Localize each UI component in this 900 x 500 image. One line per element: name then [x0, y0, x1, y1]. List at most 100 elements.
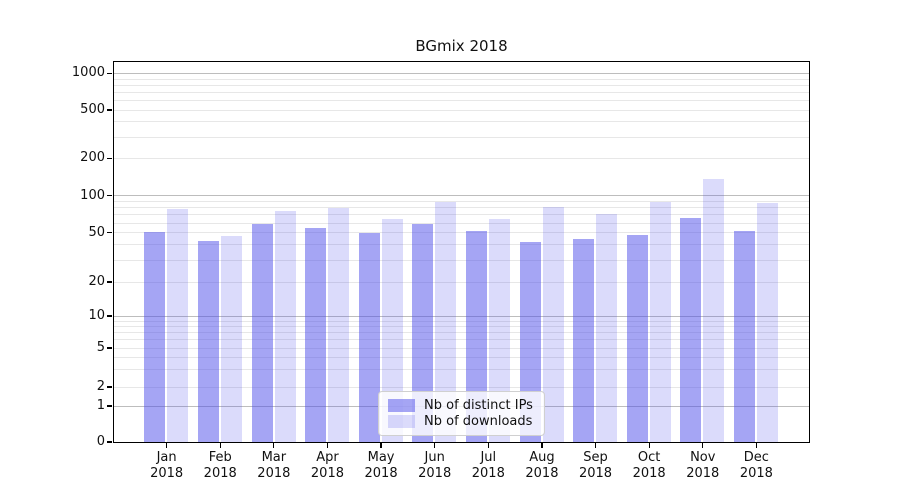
x-tick-month: Dec [743, 450, 769, 465]
bar-downloads-jan [167, 209, 189, 442]
y-tick-mark [107, 281, 112, 283]
gridline-major [114, 195, 809, 197]
legend-row: Nb of downloads [388, 414, 535, 429]
gridline-major [114, 73, 809, 74]
x-tick-year: 2018 [257, 466, 291, 481]
x-tick-year: 2018 [686, 466, 720, 481]
gridline-minor [114, 259, 809, 261]
y-tick-mark [107, 441, 112, 443]
bar-downloads-jun [435, 201, 457, 442]
x-tick-mark [326, 443, 329, 448]
x-tick-label-oct: Oct 2018 [617, 450, 681, 482]
y-tick-mark [107, 405, 112, 407]
x-tick-mark [165, 443, 168, 448]
gridline-minor [114, 158, 809, 159]
y-tick-label: 10 [88, 308, 105, 323]
bar-downloads-dec [757, 202, 779, 442]
x-tick-label-mar: Mar 2018 [242, 450, 306, 482]
gridline-minor [114, 78, 809, 80]
gridline-minor [114, 207, 809, 209]
bar-downloads-jul [489, 219, 510, 442]
bar-downloads-apr [328, 207, 350, 442]
bar-downloads-feb [220, 235, 242, 442]
x-tick-month: Apr [316, 450, 339, 465]
bar-downloads-aug [542, 207, 564, 442]
y-tick-label: 1 [96, 398, 105, 413]
y-tick-label: 20 [88, 274, 105, 289]
x-tick-label-jan: Jan 2018 [135, 450, 199, 482]
legend-label: Nb of distinct IPs [424, 398, 533, 413]
bar-downloads-nov [703, 178, 725, 442]
bar-downloads-mar [274, 210, 296, 442]
x-tick-month: May [367, 450, 395, 465]
gridline-minor [114, 320, 809, 322]
y-tick-label: 100 [80, 187, 105, 203]
x-tick-month: Mar [261, 450, 287, 465]
y-tick-label: 500 [80, 102, 105, 117]
y-tick-label: 2 [96, 379, 105, 394]
x-tick-month: Oct [637, 450, 661, 465]
y-tick-mark [107, 315, 112, 317]
gridline-minor [114, 326, 809, 327]
y-tick-mark [107, 109, 112, 111]
gridline-minor [114, 357, 809, 359]
x-tick-mark [219, 443, 221, 448]
x-tick-mark [594, 443, 597, 448]
x-tick-mark [273, 443, 275, 448]
x-tick-year: 2018 [150, 466, 184, 481]
legend: Nb of distinct IPs Nb of downloads [378, 391, 545, 436]
x-tick-label-sep: Sep 2018 [564, 450, 628, 482]
legend-row: Nb of distinct IPs [388, 398, 535, 413]
y-tick-label: 5 [96, 340, 105, 355]
gridline-minor [114, 214, 809, 216]
x-tick-mark [755, 443, 758, 448]
x-tick-label-nov: Nov 2018 [671, 450, 735, 482]
legend-swatch-downloads [388, 415, 415, 428]
x-tick-year: 2018 [471, 466, 505, 481]
y-tick-mark [107, 347, 112, 349]
x-tick-month: Jun [424, 450, 445, 465]
x-tick-year: 2018 [203, 466, 237, 481]
x-tick-year: 2018 [525, 466, 559, 481]
x-tick-mark [434, 443, 436, 448]
x-tick-month: Nov [690, 450, 716, 465]
gridline-major [114, 315, 809, 317]
y-tick-mark [107, 386, 112, 388]
gridline-minor [114, 121, 809, 123]
x-tick-label-may: May 2018 [349, 450, 413, 482]
x-tick-label-dec: Dec 2018 [724, 450, 788, 482]
bar-ips-apr [305, 228, 327, 442]
x-tick-month: Feb [208, 450, 232, 465]
gridline-minor [114, 84, 809, 86]
x-tick-month: Aug [529, 450, 555, 465]
x-tick-mark [702, 443, 704, 448]
y-tick-label: 50 [88, 224, 105, 240]
gridline-minor [114, 369, 809, 371]
bar-ips-dec [734, 231, 756, 442]
x-tick-label-jun: Jun 2018 [403, 450, 467, 482]
gridline-minor [114, 136, 809, 138]
y-tick-mark [107, 195, 112, 197]
x-tick-month: Jul [480, 450, 497, 465]
y-tick-label: 200 [80, 150, 105, 166]
x-tick-mark [541, 443, 543, 448]
y-tick-label: 1000 [71, 65, 105, 81]
x-tick-label-apr: Apr 2018 [295, 450, 359, 482]
bar-downloads-sep [596, 214, 618, 442]
legend-label: Nb of downloads [424, 414, 533, 429]
bar-ips-jun [412, 223, 434, 442]
bar-downloads-may [381, 219, 403, 442]
gridline-minor [114, 201, 809, 203]
y-tick-mark [107, 72, 112, 74]
bar-ips-may [358, 233, 380, 442]
bar-ips-mar [251, 224, 273, 442]
bar-ips-oct [626, 234, 648, 442]
x-tick-year: 2018 [364, 466, 398, 481]
bar-ips-sep [573, 239, 595, 442]
gridline-minor [114, 109, 809, 111]
y-tick-mark [107, 232, 112, 234]
bar-downloads-oct [649, 201, 671, 442]
bar-ips-nov [680, 217, 702, 442]
x-tick-label-jul: Jul 2018 [456, 450, 520, 482]
